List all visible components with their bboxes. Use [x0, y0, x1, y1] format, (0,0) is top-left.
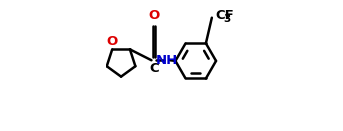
Text: NH: NH [156, 54, 178, 67]
Text: CF: CF [216, 9, 235, 22]
Text: O: O [148, 9, 159, 22]
Text: 3: 3 [223, 14, 230, 24]
Text: O: O [106, 35, 117, 48]
Text: C: C [149, 62, 158, 75]
